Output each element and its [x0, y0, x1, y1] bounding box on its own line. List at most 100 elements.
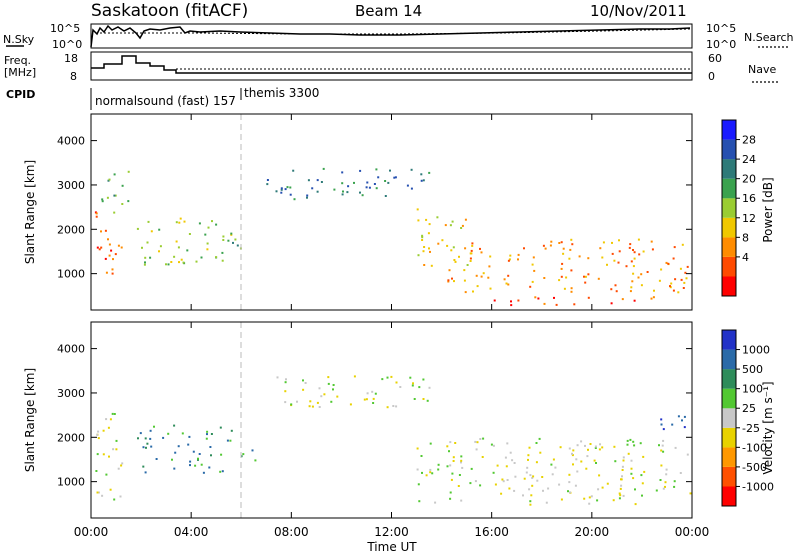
echo-cell	[221, 251, 224, 254]
echo-cell	[559, 446, 562, 449]
echo-cell	[507, 259, 510, 262]
freq-label-2: [MHz]	[4, 66, 36, 79]
colorbar-tick-label: -25	[742, 422, 760, 435]
echo-cell	[632, 477, 635, 480]
echo-cell	[194, 464, 197, 467]
echo-cell	[451, 220, 454, 223]
echo-cell	[429, 442, 432, 445]
echo-cell	[306, 196, 308, 199]
echo-cell	[167, 263, 170, 266]
echo-cell	[671, 423, 674, 426]
echo-cell	[475, 448, 478, 451]
echo-cell	[421, 239, 424, 241]
echo-cell	[429, 250, 431, 253]
echo-cell	[327, 382, 330, 385]
echo-cell	[562, 247, 565, 250]
colorbar-segment	[722, 276, 736, 296]
echo-cell	[275, 190, 278, 193]
x-tick-label: 16:00	[474, 525, 509, 539]
echo-cell	[446, 465, 449, 468]
echo-cell	[633, 257, 636, 260]
echo-cell	[618, 239, 620, 242]
echo-cell	[664, 481, 667, 484]
echo-cell	[365, 186, 368, 189]
echo-cell	[437, 242, 440, 245]
echo-cell	[588, 502, 591, 505]
echo-cell	[449, 441, 452, 444]
echo-cell	[494, 483, 497, 486]
echo-cell	[686, 453, 689, 456]
echo-cell	[175, 221, 178, 224]
echo-cell	[597, 488, 600, 491]
echo-cell	[304, 382, 307, 384]
freq-tick-bottom: 8	[70, 70, 77, 83]
echo-cell	[629, 243, 632, 246]
echo-cell	[420, 179, 423, 182]
echo-cell	[230, 429, 233, 432]
echo-cell	[621, 469, 624, 471]
echo-cell	[523, 247, 525, 250]
echo-cell	[517, 258, 519, 261]
echo-cell	[359, 169, 362, 172]
echo-cell	[640, 474, 643, 477]
nsearch-tick-bottom: 10^0	[706, 38, 736, 51]
echo-cell	[449, 497, 452, 500]
echo-cell	[173, 424, 176, 427]
echo-cell	[480, 251, 483, 254]
echo-cell	[588, 496, 591, 499]
colorbar-tick-label: 24	[742, 153, 756, 166]
echo-cell	[569, 248, 572, 251]
echo-cell	[114, 194, 117, 197]
colorbar-segment	[722, 330, 736, 350]
echo-cell	[289, 186, 292, 189]
echo-cell	[529, 474, 532, 477]
echo-cell	[595, 462, 597, 464]
echo-cell	[121, 203, 124, 205]
echo-cell	[530, 494, 533, 497]
echo-cell	[660, 418, 663, 421]
echo-cell	[646, 271, 649, 273]
echo-cell	[332, 384, 335, 386]
velocity-panel: 1000 2000 3000 4000	[57, 321, 693, 519]
echo-cell	[447, 280, 450, 283]
echo-cell	[230, 233, 233, 236]
echo-cell	[618, 250, 621, 253]
echo-cell	[571, 452, 573, 455]
velocity-colorbar-label: Velocity [m s⁻¹]	[761, 381, 775, 474]
echo-cell	[240, 455, 243, 458]
echo-cell	[528, 446, 531, 449]
echo-cell	[366, 392, 369, 395]
freq-trace	[91, 55, 692, 74]
colorbar-tick-label: -500	[742, 461, 767, 474]
cpid-row: CPID normalsound (fast) 157 themis 3300	[6, 86, 319, 110]
echo-cell	[353, 181, 355, 184]
echo-cell	[534, 296, 537, 299]
echo-cell	[650, 297, 653, 300]
echo-cell	[100, 230, 102, 233]
echo-cell	[614, 460, 617, 463]
echo-cell	[429, 471, 432, 474]
echo-cell	[619, 494, 622, 497]
echo-cell	[208, 466, 211, 469]
echo-cell	[568, 447, 571, 450]
echo-cell	[460, 459, 463, 462]
echo-cell	[583, 275, 585, 278]
echo-cell	[466, 264, 469, 266]
echo-cell	[211, 220, 213, 223]
echo-cell	[560, 267, 563, 270]
echo-cell	[158, 250, 160, 253]
echo-cell	[551, 473, 554, 476]
echo-cell	[463, 269, 466, 272]
echo-cell	[670, 282, 673, 285]
echo-cell	[532, 256, 535, 259]
echo-cell	[578, 255, 581, 258]
echo-cell	[144, 437, 147, 440]
echo-cell	[206, 242, 209, 245]
echo-cell	[173, 467, 176, 470]
echo-cell	[100, 246, 103, 249]
echo-cell	[136, 227, 139, 230]
echo-cell	[463, 279, 466, 282]
echo-cell	[366, 181, 369, 184]
echo-cell	[674, 446, 677, 449]
echo-cell	[386, 376, 389, 379]
